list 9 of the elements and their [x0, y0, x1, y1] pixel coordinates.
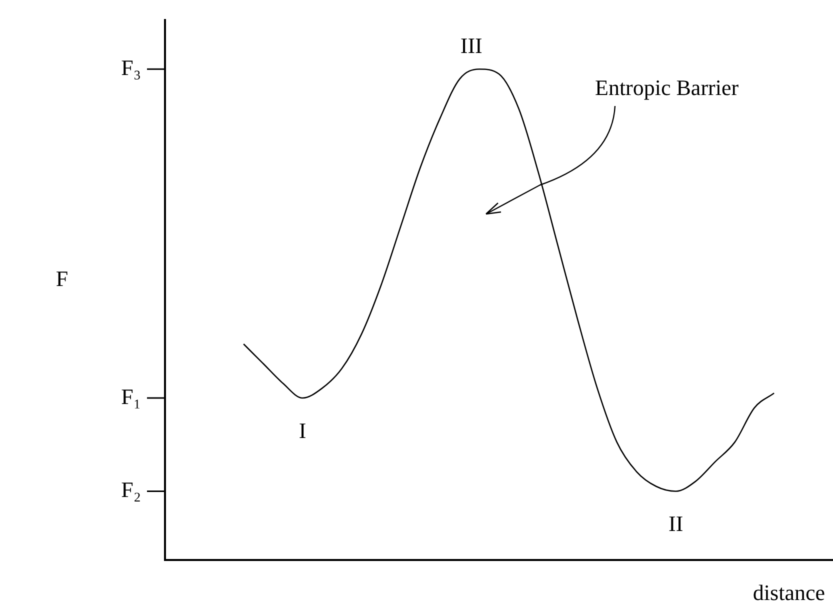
ref-line-label: F₂: [121, 477, 141, 502]
ref-line-label: F₃: [121, 54, 141, 80]
annotation: I: [298, 418, 306, 443]
y-axis-title: F: [56, 266, 68, 291]
ref-line-label: F₁: [121, 384, 141, 409]
annotation: III: [460, 32, 482, 58]
x-axis-title: distance: [752, 580, 825, 605]
annotation: Entropic Barrier: [595, 74, 740, 100]
annotation: II: [668, 511, 684, 536]
